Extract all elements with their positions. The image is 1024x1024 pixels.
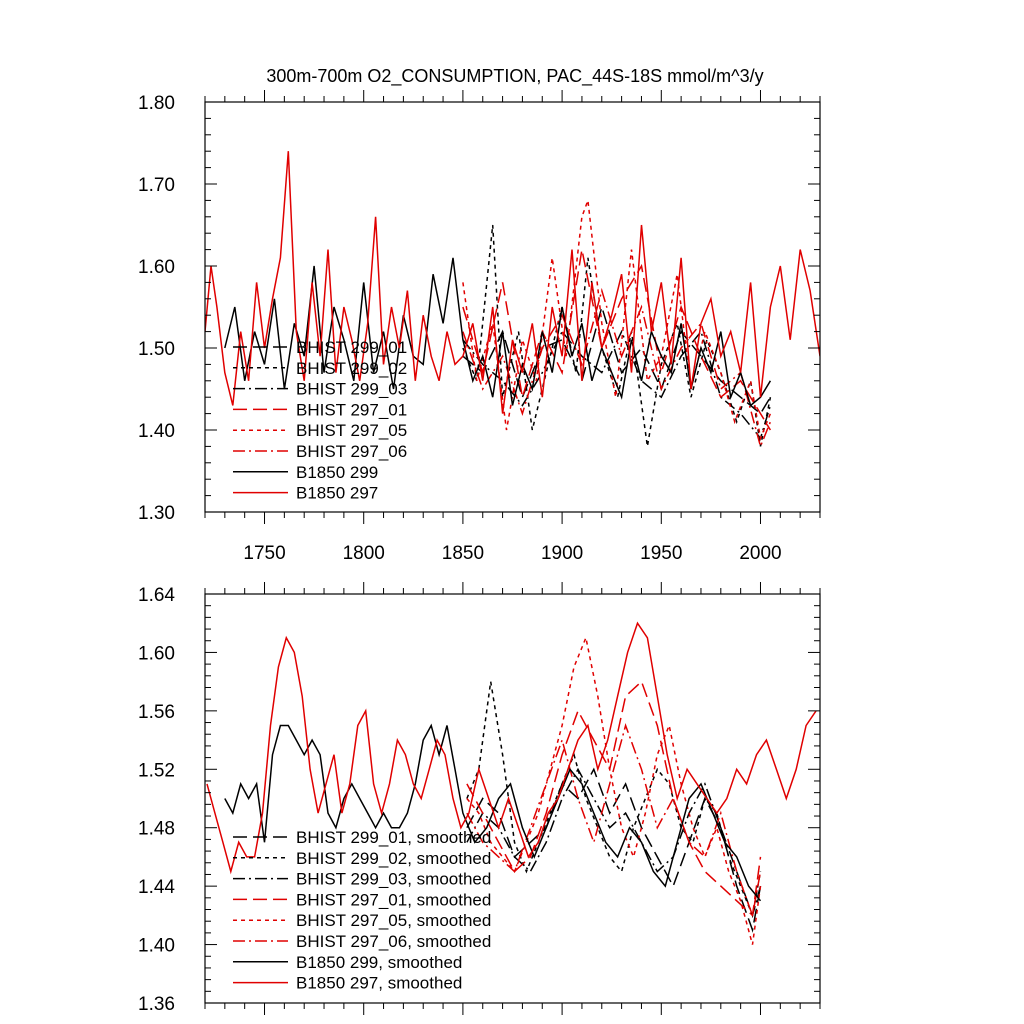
y-tick-label: 1.36: [138, 994, 175, 1015]
y-tick-label: 1.30: [138, 503, 175, 524]
legend-label: BHIST 299_02: [296, 359, 407, 378]
series-group: [206, 621, 817, 945]
series-line-8: [205, 151, 820, 414]
y-tick-label: 1.70: [138, 175, 175, 196]
series-line-1: [466, 767, 762, 933]
series-line-6: [466, 723, 762, 919]
legend-label: B1850 299, smoothed: [296, 953, 462, 972]
y-tick-label: 1.40: [138, 421, 175, 442]
legend-label: BHIST 299_01: [296, 338, 407, 357]
y-tick-label: 1.60: [138, 643, 175, 664]
x-tick-label: 2000: [739, 543, 781, 564]
y-tick-label: 1.52: [138, 760, 175, 781]
plot-frame: [204, 593, 821, 1004]
plot-frame: [204, 101, 821, 513]
y-tick-label: 1.60: [138, 257, 175, 278]
y-tick-label: 1.40: [138, 936, 175, 957]
legend-label: BHIST 299_03: [296, 380, 407, 399]
legend-label: BHIST 297_05, smoothed: [296, 911, 491, 930]
series-line-5: [466, 635, 762, 945]
series-line-7: [224, 723, 762, 902]
legend-label: BHIST 299_03, smoothed: [296, 870, 491, 889]
y-tick-label: 1.44: [138, 877, 175, 898]
legend-label: BHIST 297_05: [296, 421, 407, 440]
y-tick-label: 1.48: [138, 819, 175, 840]
legend-label: BHIST 299_01, smoothed: [296, 828, 491, 847]
chart-title: 300m-700m O2_CONSUMPTION, PAC_44S-18S mm…: [266, 66, 763, 87]
y-tick-label: 1.50: [138, 339, 175, 360]
legend-label: BHIST 297_01: [296, 400, 407, 419]
series-line-1: [462, 304, 772, 415]
x-tick-label: 1900: [541, 543, 583, 564]
legend: BHIST 299_01, smoothed BHIST 299_02, smoo…: [233, 828, 491, 993]
legend-label: BHIST 299_02, smoothed: [296, 849, 491, 868]
x-tick-label: 1850: [442, 543, 484, 564]
series-line-3: [462, 329, 772, 440]
series-line-4: [462, 249, 772, 431]
x-tick-label: 1750: [243, 543, 285, 564]
legend-label: B1850 299: [296, 463, 378, 482]
legend-label: BHIST 297_06, smoothed: [296, 932, 491, 951]
legend-label: B1850 297: [296, 484, 378, 503]
legend-label: BHIST 297_01, smoothed: [296, 890, 491, 909]
legend-label: BHIST 297_06: [296, 442, 407, 461]
series-line-4: [466, 680, 762, 917]
y-tick-label: 1.56: [138, 702, 175, 723]
series-group: [205, 151, 820, 449]
x-tick-label: 1800: [343, 543, 385, 564]
x-tick-label: 1950: [640, 543, 682, 564]
series-line-8: [206, 621, 817, 875]
y-tick-label: 1.64: [138, 585, 175, 606]
top-panel: 1.30 1.40 1.50 1.60 1.70 1.80 1750 1800 1850 1900…: [138, 90, 821, 564]
legend-label: B1850 297, smoothed: [296, 974, 462, 993]
series-line-5: [462, 200, 772, 441]
bottom-panel: 1.36 1.40 1.44 1.48 1.52 1.56 1.60 1.64 BHIST 29…: [138, 582, 821, 1015]
y-tick-label: 1.80: [138, 93, 175, 114]
